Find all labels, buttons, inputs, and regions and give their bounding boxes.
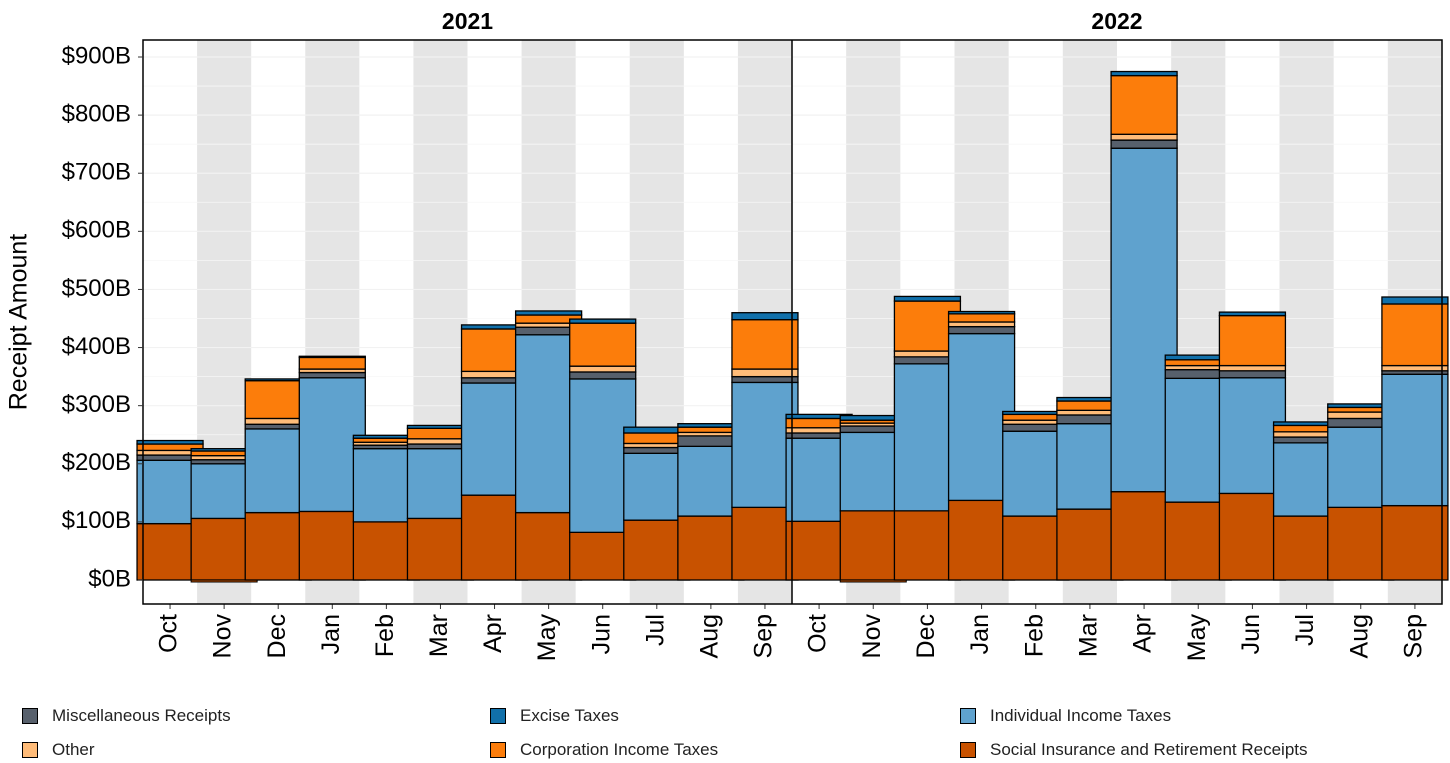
x-tick-label: Dec [263,614,291,658]
x-tick-label: May [1183,614,1211,662]
bar-segment [514,310,583,316]
bar-segment [1218,314,1287,367]
legend-label: Social Insurance and Retirement Receipts [990,740,1308,759]
panel-title: 2022 [1091,8,1142,34]
legend-item: Other [22,740,95,760]
legend-swatch [960,708,976,724]
bar-segment [1218,364,1287,372]
x-tick-label: Apr [1129,614,1157,653]
y-tick-label: $400B [62,333,131,360]
legend-swatch [22,708,38,724]
y-tick-label: $900B [62,42,131,69]
bar-segment [569,318,637,324]
x-tick-label: Nov [858,614,886,659]
bar-segment-negative [839,579,907,583]
bar-segment [1110,139,1178,149]
y-tick-label: $200B [62,449,131,476]
bar-segment [569,365,637,373]
legend-item: Miscellaneous Receipts [22,706,231,726]
x-tick-label: Jul [1291,614,1319,646]
x-tick-label: Oct [155,614,183,653]
x-tick-label: Mar [1075,614,1103,657]
bar-segment [1381,296,1449,305]
bar-segment [947,321,1016,328]
x-tick-label: Aug [695,614,723,658]
legend-label: Excise Taxes [520,706,619,725]
legend: Miscellaneous Receipts Excise Taxes Indi… [0,700,1450,763]
x-tick-label: Feb [1020,614,1048,657]
bar-segment [298,356,366,370]
x-tick-label: Aug [1345,614,1373,658]
legend-swatch [22,742,38,758]
legend-item: Social Insurance and Retirement Receipts [960,740,1308,760]
y-tick-label: $100B [62,507,131,534]
bar-segment [1218,370,1287,379]
bar-segment [893,295,962,302]
bar-segment [298,355,366,359]
x-tick-label: Jun [1237,614,1265,654]
legend-label: Corporation Income Taxes [520,740,719,759]
bar-segment [569,371,637,380]
x-tick-label: Jul [641,614,669,646]
bar-segment [731,312,799,321]
legend-swatch [960,742,976,758]
legend-item: Individual Income Taxes [960,706,1171,726]
bar-segment [731,319,799,370]
y-tick-label: $700B [62,159,131,186]
x-tick-label: Jun [587,614,615,654]
legend-swatch [490,742,506,758]
bar-segment [1381,373,1449,507]
y-tick-label: $0B [88,565,131,592]
y-tick-label: $800B [62,100,131,127]
legend-label: Individual Income Taxes [990,706,1172,725]
bar-segment [947,310,1016,315]
x-tick-label: Apr [479,614,507,653]
legend-item: Excise Taxes [490,706,619,726]
bar-segment [947,313,1016,323]
x-tick-label: Dec [912,614,940,658]
legend-swatch [490,708,506,724]
bar-segment [1218,311,1287,317]
bar-segment [1110,70,1178,77]
x-tick-label: Oct [804,614,832,653]
bar-segment [1381,303,1449,367]
x-tick-label: May [533,614,561,662]
bar-segment [1381,504,1449,581]
legend-label: Other [52,740,95,759]
y-tick-label: $600B [62,217,131,244]
bar-segment [731,375,799,384]
bar-segment [1110,74,1178,135]
bar-segment [1381,364,1449,372]
y-tick-label: $500B [62,275,131,302]
x-tick-label: Mar [425,614,453,657]
x-tick-label: Nov [209,614,237,659]
y-axis-label: Receipt Amount [5,234,33,411]
legend-label: Miscellaneous Receipts [52,706,231,725]
panel-title: 2021 [442,8,493,34]
x-tick-label: Sep [750,614,778,658]
bar-segment-negative [190,579,258,583]
bar-segment [136,439,204,445]
bar-segment [1110,133,1178,141]
bar-segment [731,368,799,378]
bar-segment [569,322,637,367]
x-tick-label: Jan [317,614,345,654]
x-tick-label: Feb [371,614,399,657]
legend-item: Corporation Income Taxes [490,740,718,760]
x-tick-label: Jan [966,614,994,654]
x-tick-label: Sep [1400,614,1428,658]
bar-segment [298,371,366,379]
bar-segment [947,325,1016,335]
stacked-bar-chart: Oct Nov Dec Jan Feb Mar Apr May Jun Jul Aug Sep 2021… [5,8,1449,662]
y-tick-label: $300B [62,391,131,418]
